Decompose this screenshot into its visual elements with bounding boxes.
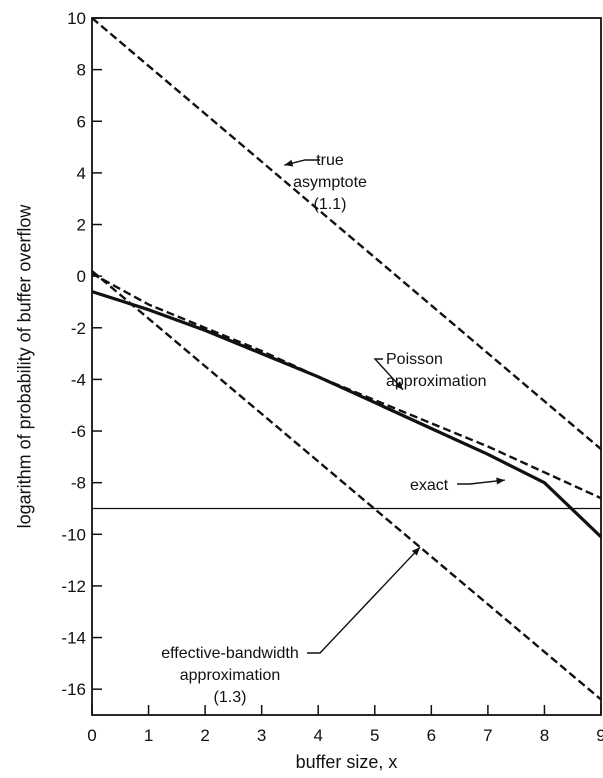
y-tick-label: -6 — [71, 422, 86, 441]
x-tick-label: 4 — [313, 726, 322, 745]
x-tick-label: 2 — [200, 726, 209, 745]
y-tick-label: 4 — [77, 164, 86, 183]
x-tick-label: 3 — [257, 726, 266, 745]
arrowhead-icon — [394, 381, 404, 390]
annotation-poisson: Poisson approximation — [373, 351, 487, 391]
series-layer — [91, 17, 603, 701]
x-tick-label: 9 — [596, 726, 603, 745]
arrowhead-icon — [284, 159, 294, 167]
annotation-exact: exact — [410, 477, 505, 494]
x-tick-label: 0 — [87, 726, 96, 745]
y-tick-label: -12 — [61, 577, 86, 596]
y-tick-label: 8 — [77, 61, 86, 80]
annotation-effective-bandwidth: effective-bandwidth approximation (1.3) — [161, 546, 421, 706]
annotation-text: approximation — [386, 373, 487, 390]
annotation-text: exact — [410, 477, 449, 494]
y-tick-label: -4 — [71, 370, 86, 389]
x-tick-label: 6 — [427, 726, 436, 745]
annotation-text: true — [316, 152, 344, 169]
x-tick-label: 5 — [370, 726, 379, 745]
y-axis-title: logarithm of probability of buffer overf… — [14, 204, 34, 529]
ticks-layer: 0 1 2 3 4 5 6 7 8 9 10 8 6 4 2 0 -2 -4 -6 -8 -10 -12 -14 -16 — [61, 9, 603, 745]
y-tick-label: -16 — [61, 680, 86, 699]
effective-bandwidth-line — [91, 270, 602, 701]
y-tick-label: 0 — [77, 267, 86, 286]
annotation-leader — [307, 546, 421, 654]
annotation-text: Poisson — [386, 351, 443, 368]
y-tick-label: 2 — [77, 216, 86, 235]
annotation-text: (1.3) — [214, 689, 247, 706]
annotation-text: asymptote — [293, 174, 367, 191]
y-tick-label: -8 — [71, 474, 86, 493]
true-asymptote-line — [91, 17, 602, 451]
x-tick-label: 1 — [144, 726, 153, 745]
annotation-text: approximation — [180, 667, 281, 684]
annotations-layer: true asymptote (1.1) Poisson approximation ex… — [161, 152, 505, 706]
y-tick-label: 6 — [77, 112, 86, 131]
annotation-text: effective-bandwidth — [161, 645, 299, 662]
x-tick-label: 7 — [483, 726, 492, 745]
y-tick-label: -14 — [61, 629, 86, 648]
x-axis-title: buffer size, x — [296, 752, 398, 772]
arrowhead-icon — [496, 477, 505, 485]
annotation-leader — [457, 479, 505, 485]
exact-curve — [91, 290, 603, 539]
plot-frame — [91, 17, 602, 716]
y-tick-label: -2 — [71, 319, 86, 338]
x-tick-label: 8 — [540, 726, 549, 745]
annotation-true-asymptote: true asymptote (1.1) — [284, 152, 367, 213]
y-tick-label: 10 — [67, 9, 86, 28]
annotation-leader — [373, 358, 404, 391]
arrowhead-icon — [411, 547, 421, 556]
y-tick-label: -10 — [61, 525, 86, 544]
annotation-text: (1.1) — [314, 196, 347, 213]
